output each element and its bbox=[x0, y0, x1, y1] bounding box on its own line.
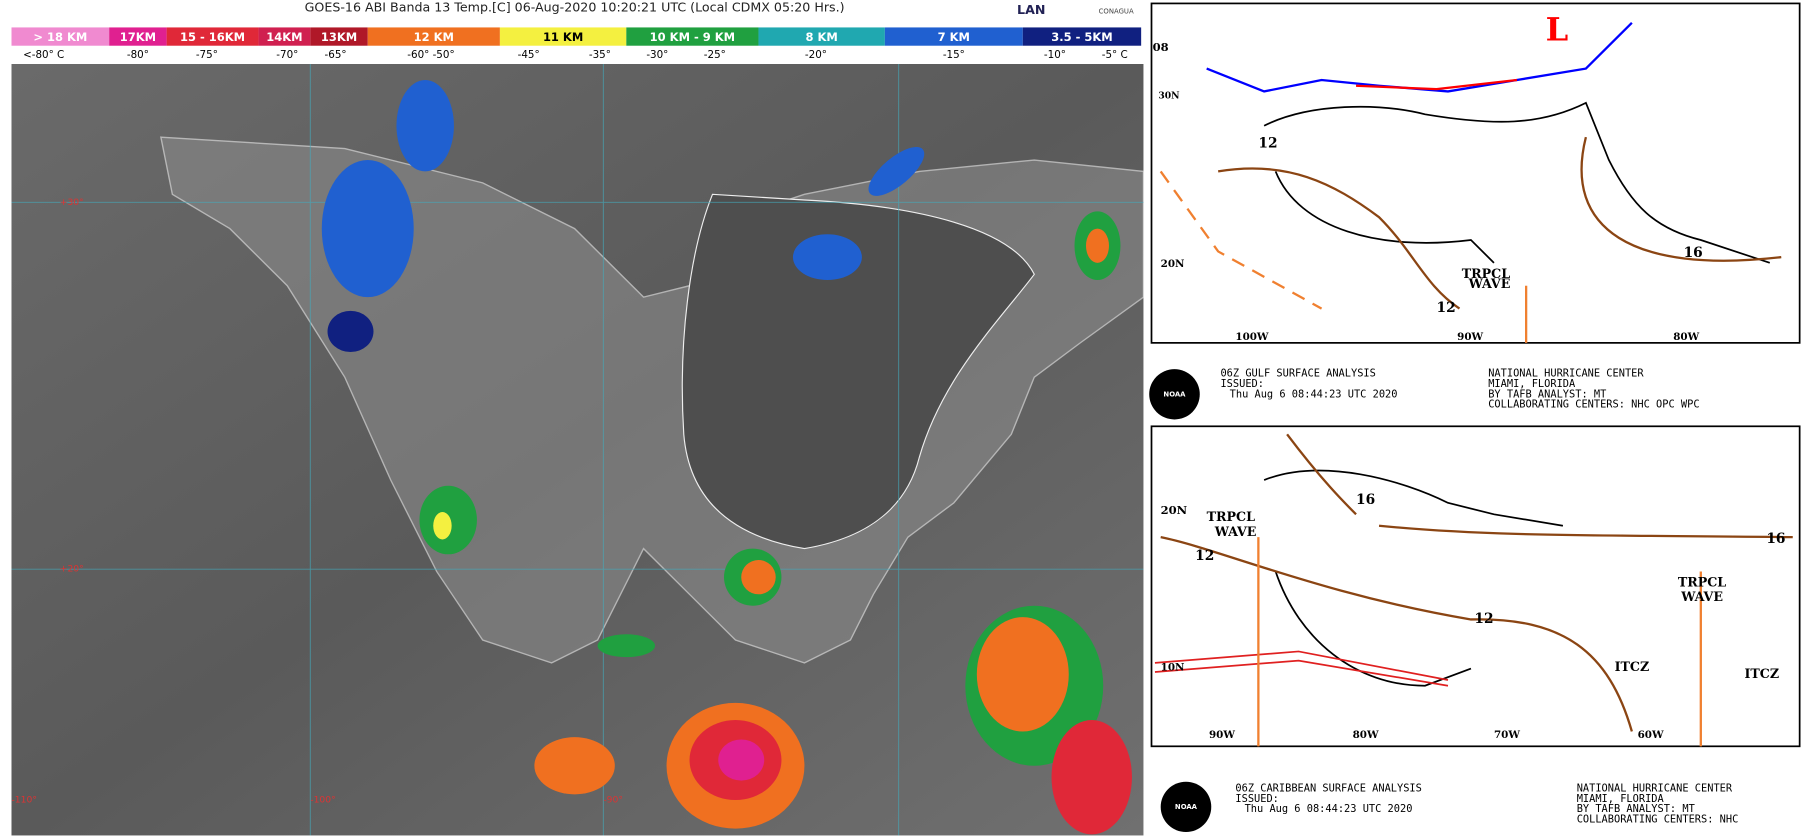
map-label: 10N bbox=[1161, 661, 1185, 673]
temp-label: -75° bbox=[196, 49, 218, 61]
legend-swatch bbox=[1022, 27, 1142, 46]
caption: NATIONAL HURRICANE CENTER bbox=[1488, 368, 1644, 380]
map-label: ITCZ bbox=[1744, 666, 1779, 681]
map-label: 16 bbox=[1684, 245, 1703, 261]
legend-label: 10 KM - 9 KM bbox=[650, 30, 735, 44]
caption: COLLABORATING CENTERS: NHC OPC WPC bbox=[1488, 399, 1699, 411]
grid-label: +30° bbox=[60, 197, 84, 208]
temp-label: -5° C bbox=[1102, 49, 1128, 61]
title: GOES-16 ABI Banda 13 Temp.[C] 06-Aug-202… bbox=[305, 0, 845, 14]
legend-swatch bbox=[884, 27, 1023, 46]
caption: Thu Aug 6 08:44:23 UTC 2020 bbox=[1245, 803, 1413, 815]
legend-label: 14KM bbox=[266, 30, 302, 44]
caption: Thu Aug 6 08:44:23 UTC 2020 bbox=[1230, 388, 1398, 400]
logo: CONAGUA bbox=[1099, 7, 1134, 15]
legend-label: 12 KM bbox=[414, 30, 454, 44]
temp-label: -20° bbox=[805, 49, 827, 61]
legend-label: 13KM bbox=[321, 30, 357, 44]
temp-label: -65° bbox=[325, 49, 347, 61]
caption: NATIONAL HURRICANE CENTER bbox=[1577, 783, 1733, 795]
map-label: TRPCL bbox=[1462, 266, 1510, 281]
map-label: 12 bbox=[1437, 300, 1456, 316]
gulf-map-lines bbox=[1159, 22, 1782, 343]
caption: ISSUED: bbox=[1220, 378, 1264, 390]
map-label: TRPCL bbox=[1207, 509, 1255, 524]
logo: LAN bbox=[1017, 2, 1045, 17]
temp-label: -10° bbox=[1044, 49, 1066, 61]
map-label: 08 bbox=[1153, 40, 1169, 54]
temp-label: -45° bbox=[518, 49, 540, 61]
map-label: 12 bbox=[1474, 611, 1493, 627]
grid-label: -100° bbox=[310, 795, 335, 806]
map-label: TRPCL bbox=[1678, 574, 1726, 589]
map-label: L bbox=[1546, 11, 1569, 49]
content: GOES-16 ABI Banda 13 Temp.[C] 06-Aug-202… bbox=[11, 0, 1801, 836]
map-label: 16 bbox=[1356, 492, 1375, 508]
map-label: 12 bbox=[1195, 548, 1214, 564]
legend-swatch bbox=[166, 27, 259, 46]
gulf-map-frame bbox=[1150, 2, 1801, 344]
temp-label: -25° bbox=[704, 49, 726, 61]
legend-swatch bbox=[626, 27, 759, 46]
map-label: 20N bbox=[1161, 258, 1185, 270]
cloud-tops bbox=[321, 80, 1132, 835]
noaa-logo bbox=[1149, 369, 1200, 420]
temp-label: <-80° C bbox=[23, 49, 64, 61]
legend-label: > 18 KM bbox=[33, 30, 87, 44]
caption: MIAMI, FLORIDA bbox=[1488, 378, 1576, 390]
map-label: 12 bbox=[1258, 136, 1277, 152]
legend-label: 11 KM bbox=[543, 30, 583, 44]
legend-swatch bbox=[499, 27, 627, 46]
temp-label: -15° bbox=[943, 49, 965, 61]
map-label: 70W bbox=[1494, 729, 1520, 741]
temp-label: -70° bbox=[276, 49, 298, 61]
grid-label: +20° bbox=[60, 564, 84, 575]
map-label: 60W bbox=[1638, 729, 1664, 741]
map-label: WAVE bbox=[1214, 524, 1257, 539]
legend-label: 8 KM bbox=[806, 30, 838, 44]
legend-swatch bbox=[310, 27, 368, 46]
legend-swatch bbox=[109, 27, 167, 46]
noaa-logo bbox=[1160, 781, 1212, 833]
logo-text: NOAA bbox=[1175, 803, 1198, 811]
map-label: 90W bbox=[1457, 331, 1483, 343]
map-label: WAVE bbox=[1468, 276, 1511, 291]
gulf-of-mexico bbox=[681, 193, 1035, 550]
grid-label: -110° bbox=[11, 795, 36, 806]
map-label: 80W bbox=[1353, 729, 1379, 741]
legend-swatch bbox=[367, 27, 500, 46]
legend-label: 3.5 - 5KM bbox=[1051, 30, 1112, 44]
legend-label: 7 KM bbox=[938, 30, 970, 44]
caption: MIAMI, FLORIDA bbox=[1577, 793, 1665, 805]
legend-swatch bbox=[258, 27, 311, 46]
legend-swatch bbox=[758, 27, 885, 46]
map-label: 80W bbox=[1673, 331, 1699, 343]
temp-label: -30° bbox=[646, 49, 668, 61]
caption: COLLABORATING CENTERS: NHC bbox=[1577, 813, 1739, 825]
caption: 06Z CARIBBEAN SURFACE ANALYSIS bbox=[1235, 783, 1421, 795]
map-label: ITCZ bbox=[1615, 659, 1650, 674]
map-label: 90W bbox=[1209, 729, 1235, 741]
map-label: WAVE bbox=[1680, 589, 1723, 604]
grid-label: -90° bbox=[603, 795, 623, 806]
map-label: 20N bbox=[1161, 503, 1188, 517]
temp-label: -80° bbox=[127, 49, 149, 61]
map-label: 100W bbox=[1235, 331, 1269, 343]
temp-label: -60° -50° bbox=[407, 49, 454, 61]
legend-swatch bbox=[11, 27, 110, 46]
logo-text: NOAA bbox=[1163, 390, 1186, 398]
caption: BY TAFB ANALYST: MT bbox=[1577, 803, 1695, 815]
caribbean-map-lines bbox=[1154, 433, 1793, 747]
legend-label: 17KM bbox=[120, 30, 156, 44]
map-label: 30N bbox=[1158, 91, 1179, 102]
lat-lon-grid bbox=[11, 64, 1144, 836]
caption: 06Z GULF SURFACE ANALYSIS bbox=[1220, 368, 1375, 380]
caption: ISSUED: bbox=[1235, 793, 1279, 805]
map-label: 16 bbox=[1766, 531, 1785, 547]
legend-label: 15 - 16KM bbox=[180, 30, 245, 44]
caption: BY TAFB ANALYST: MT bbox=[1488, 388, 1606, 400]
temp-label: -35° bbox=[589, 49, 611, 61]
